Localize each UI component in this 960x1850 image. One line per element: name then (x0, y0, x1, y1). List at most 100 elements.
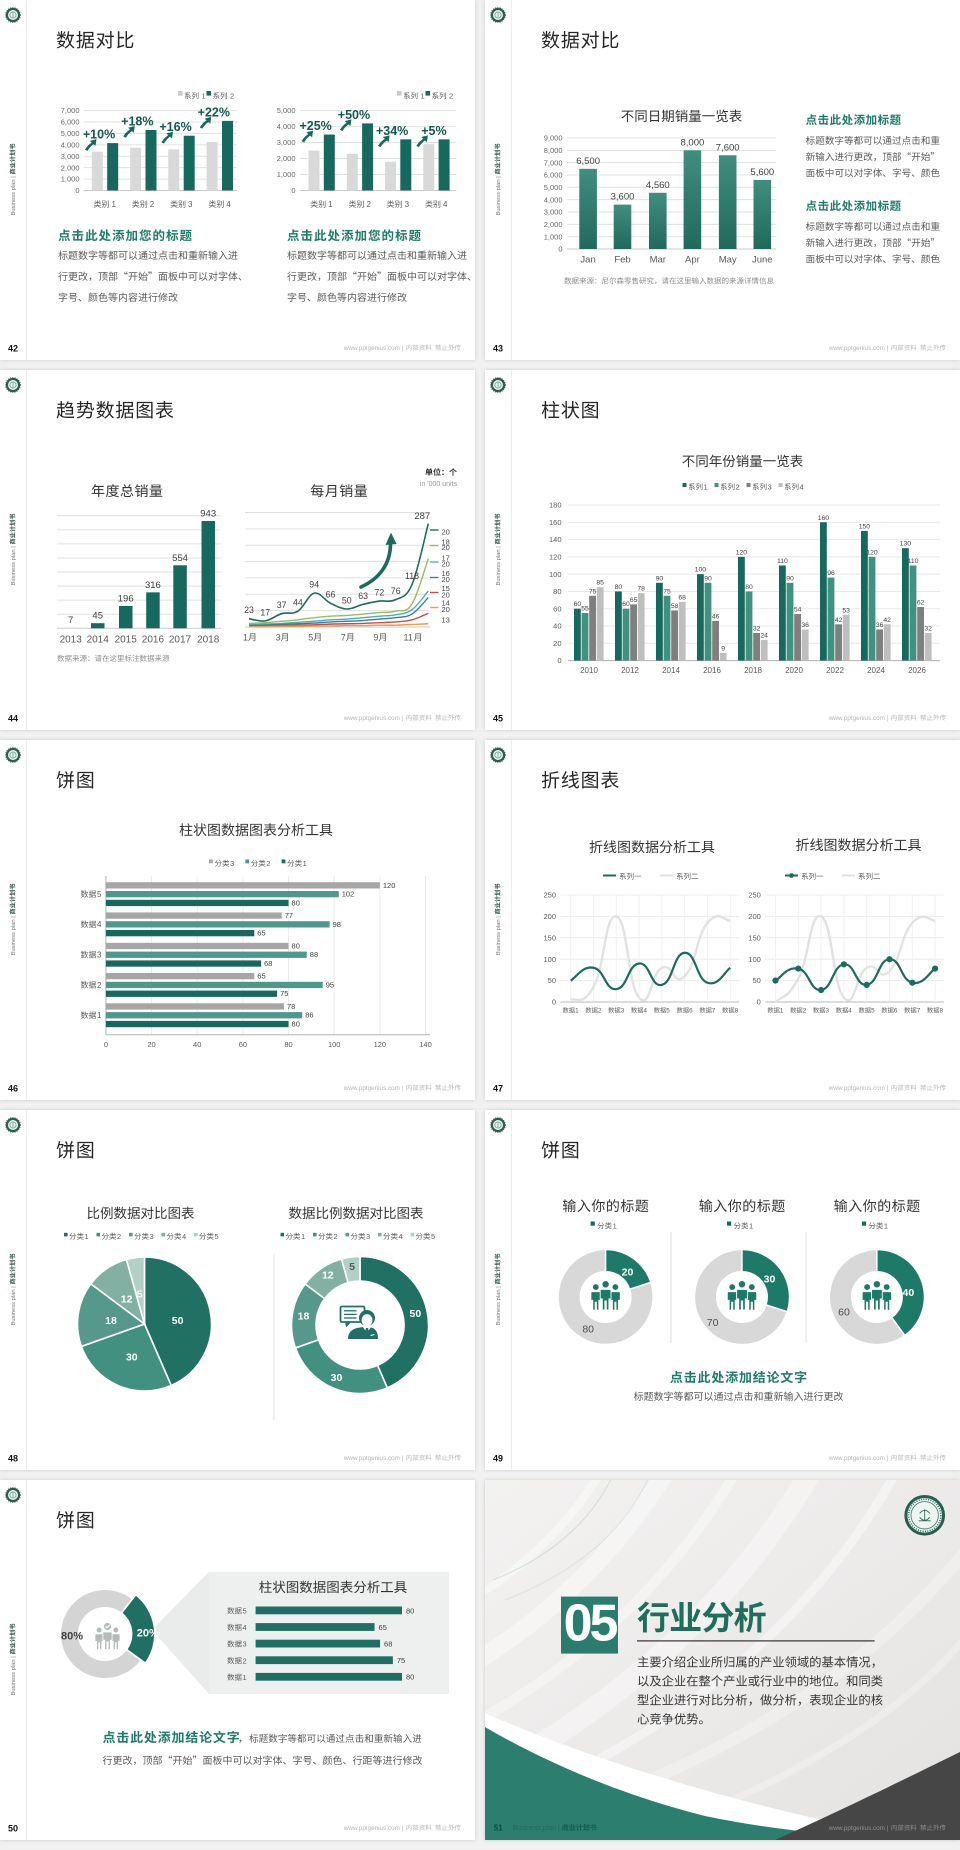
svg-text:18: 18 (298, 1311, 310, 1323)
svg-text:80: 80 (582, 1324, 594, 1336)
svg-text:55: 55 (581, 606, 589, 613)
svg-text:2: 2 (243, 1656, 247, 1665)
svg-text:75: 75 (663, 588, 671, 595)
svg-text:20: 20 (442, 591, 450, 600)
svg-text:7: 7 (341, 633, 346, 643)
svg-text:75: 75 (280, 989, 288, 998)
svg-text:120: 120 (736, 549, 748, 556)
svg-text:www.pptgenius.com |: www.pptgenius.com | (343, 1085, 404, 1092)
svg-text:9,000: 9,000 (544, 134, 563, 143)
svg-text:3: 3 (188, 200, 193, 209)
svg-text:46: 46 (8, 1084, 18, 1094)
svg-text:0: 0 (558, 245, 562, 254)
svg-text:1: 1 (202, 92, 206, 101)
svg-text:60: 60 (239, 1040, 247, 1049)
svg-text:8,000: 8,000 (681, 137, 705, 148)
svg-text:Business plan |: Business plan | (496, 1286, 502, 1325)
svg-text:54: 54 (794, 606, 802, 613)
svg-text:June: June (752, 255, 773, 266)
svg-text:40: 40 (553, 622, 561, 631)
svg-text:6,000: 6,000 (544, 171, 563, 180)
svg-text:130: 130 (900, 541, 912, 548)
svg-text:58: 58 (671, 603, 679, 610)
svg-text:2012: 2012 (621, 666, 639, 675)
svg-text:24: 24 (760, 632, 768, 639)
svg-text:+16%: +16% (159, 120, 191, 134)
svg-text:36: 36 (801, 622, 809, 629)
svg-text:1: 1 (613, 1222, 617, 1231)
svg-text:50: 50 (172, 1315, 184, 1327)
svg-text:www.pptgenius.com |: www.pptgenius.com | (828, 1455, 889, 1462)
svg-text:3: 3 (276, 633, 281, 643)
svg-text:www.pptgenius.com |: www.pptgenius.com | (343, 715, 404, 722)
svg-text:20: 20 (147, 1040, 155, 1049)
svg-text:44: 44 (8, 714, 18, 724)
svg-text:2020: 2020 (785, 666, 803, 675)
svg-text:37: 37 (277, 600, 287, 610)
svg-text:7: 7 (917, 1008, 921, 1015)
svg-text:120: 120 (866, 549, 878, 556)
svg-text:60: 60 (838, 1306, 850, 1318)
svg-text:www.pptgenius.com |: www.pptgenius.com | (343, 1455, 404, 1462)
svg-text:1: 1 (421, 92, 425, 101)
svg-text:www.pptgenius.com |: www.pptgenius.com | (828, 1085, 889, 1092)
svg-text:80: 80 (745, 584, 753, 591)
svg-text:3,000: 3,000 (544, 208, 563, 217)
svg-text:Business plan |: Business plan | (11, 176, 17, 215)
svg-text:43: 43 (493, 344, 503, 354)
svg-text:5,000: 5,000 (61, 129, 80, 138)
svg-text:Apr: Apr (685, 255, 700, 266)
svg-text:4: 4 (800, 483, 804, 492)
svg-text:7,600: 7,600 (716, 142, 740, 153)
svg-text:68: 68 (384, 1640, 392, 1649)
svg-text:2: 2 (366, 200, 371, 209)
svg-text:2024: 2024 (867, 666, 885, 675)
svg-text:30: 30 (764, 1274, 776, 1286)
svg-text:Jan: Jan (580, 255, 595, 266)
svg-text:+50%: +50% (338, 108, 370, 122)
svg-text:5: 5 (137, 1288, 143, 1300)
svg-text:8: 8 (940, 1008, 944, 1015)
svg-text:3: 3 (405, 200, 410, 209)
svg-text:3: 3 (97, 951, 102, 960)
svg-text:6: 6 (894, 1008, 898, 1015)
svg-text:90: 90 (656, 575, 664, 582)
svg-text:8: 8 (735, 1008, 739, 1015)
svg-text:250: 250 (748, 891, 761, 900)
svg-text:5: 5 (308, 633, 313, 643)
svg-text:53: 53 (842, 607, 850, 614)
svg-text:50: 50 (752, 976, 760, 985)
svg-text:2,000: 2,000 (61, 163, 80, 172)
svg-text:100: 100 (328, 1040, 341, 1049)
svg-text:140: 140 (419, 1040, 432, 1049)
svg-text:150: 150 (543, 933, 556, 942)
svg-text:2: 2 (598, 1008, 602, 1015)
svg-text:+25%: +25% (299, 119, 331, 133)
svg-text:5: 5 (97, 890, 102, 899)
svg-text:4: 4 (226, 200, 231, 209)
svg-text:160: 160 (818, 515, 830, 522)
svg-text:7: 7 (712, 1008, 716, 1015)
svg-text:50: 50 (342, 596, 352, 606)
svg-text:2017: 2017 (169, 634, 192, 645)
svg-text:100: 100 (549, 570, 562, 579)
svg-text:110: 110 (908, 558, 919, 565)
svg-text:3,000: 3,000 (61, 152, 80, 161)
svg-text:0: 0 (552, 998, 556, 1007)
svg-text:36: 36 (876, 622, 884, 629)
svg-text:88: 88 (310, 950, 318, 959)
svg-text:www.pptgenius.com |: www.pptgenius.com | (828, 345, 889, 352)
svg-text:2018: 2018 (197, 634, 220, 645)
svg-text:70: 70 (707, 1317, 719, 1329)
svg-text:160: 160 (549, 518, 562, 527)
svg-text:Business plan |: Business plan | (11, 546, 17, 585)
svg-text:5: 5 (871, 1008, 875, 1015)
svg-text:60: 60 (553, 604, 561, 613)
svg-text:1: 1 (85, 1232, 89, 1241)
svg-text:120: 120 (374, 1040, 387, 1049)
svg-text:110: 110 (777, 558, 788, 565)
svg-text:80: 80 (406, 1606, 414, 1615)
svg-text:0: 0 (104, 1040, 108, 1049)
svg-text:Business plan |: Business plan | (496, 176, 502, 215)
svg-text:2: 2 (803, 1008, 807, 1015)
